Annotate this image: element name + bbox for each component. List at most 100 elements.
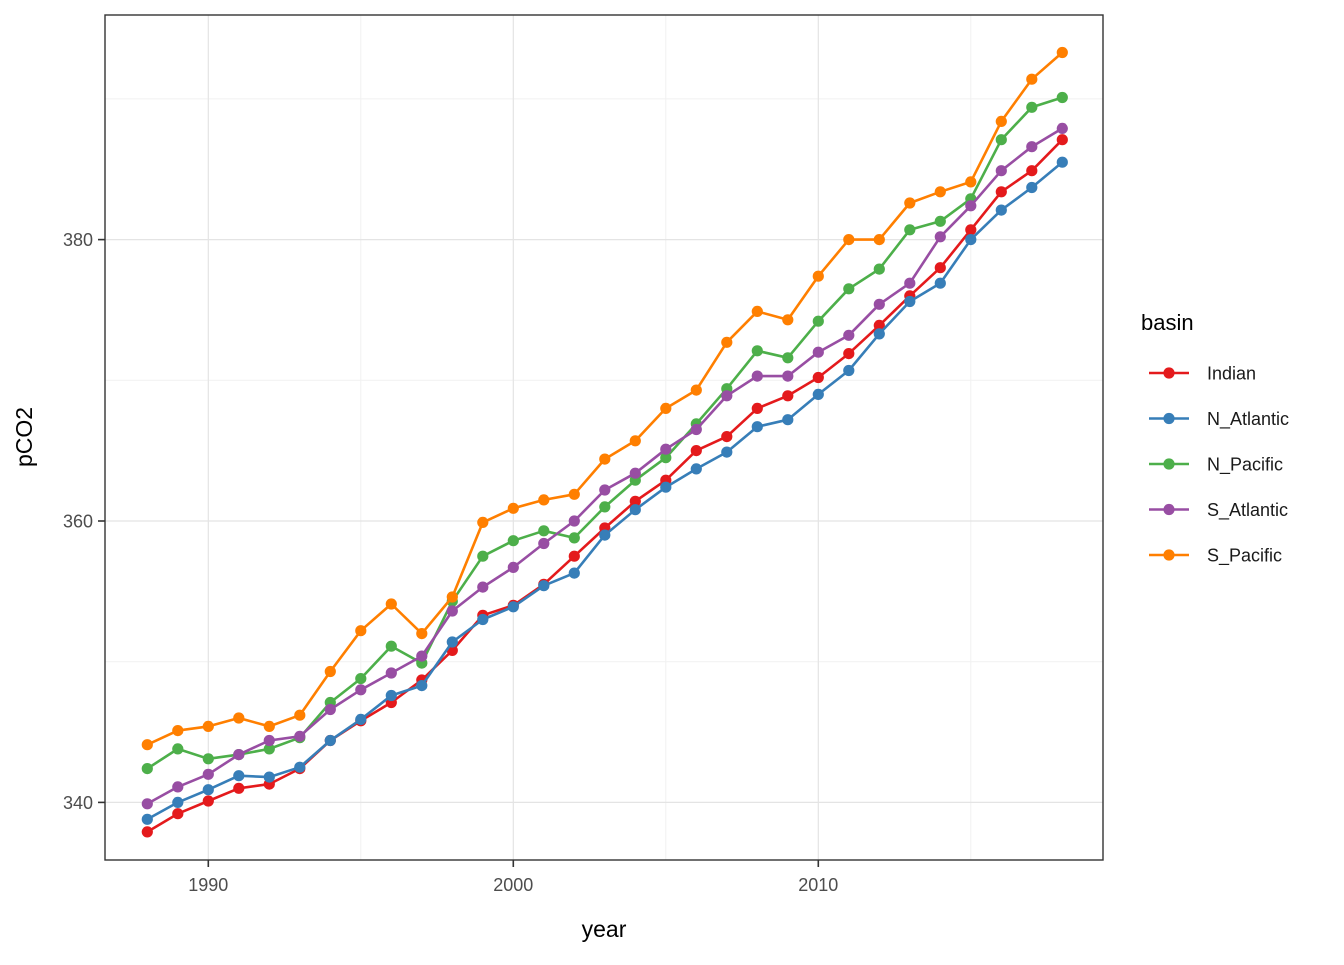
legend-entries: Indian N_Atlantic N_Pacific S_Atlantic S_Pac…	[1149, 364, 1289, 567]
data-point-N_Pacific-2008	[751, 345, 763, 357]
data-point-N_Atlantic-2006	[690, 463, 702, 475]
data-point-N_Atlantic-2005	[660, 481, 672, 493]
data-point-Indian-2012	[873, 319, 885, 331]
data-point-Indian-2008	[751, 402, 763, 414]
legend-key-point-Indian	[1163, 367, 1175, 379]
data-point-S_Pacific-1988	[141, 739, 153, 751]
data-point-S_Pacific-1990	[202, 720, 214, 733]
x-tick-label: 2010	[798, 875, 838, 895]
data-point-N_Pacific-2017	[1026, 101, 1038, 113]
legend-entry-S_Atlantic: S_Atlantic	[1149, 500, 1288, 521]
data-point-N_Atlantic-2003	[599, 529, 611, 541]
data-point-Indian-2016	[995, 186, 1007, 198]
data-point-S_Pacific-2001	[538, 494, 550, 506]
data-point-N_Pacific-2013	[904, 224, 916, 236]
data-point-N_Pacific-2012	[873, 263, 885, 275]
data-point-N_Atlantic-2009	[782, 414, 794, 426]
data-point-Indian-2010	[812, 371, 824, 384]
legend-entry-N_Pacific: N_Pacific	[1149, 455, 1283, 476]
data-point-S_Pacific-1995	[355, 625, 367, 637]
data-point-N_Pacific-1988	[141, 763, 153, 775]
data-point-S_Atlantic-1989	[172, 781, 184, 793]
data-point-S_Atlantic-1995	[355, 684, 367, 696]
legend-key-point-N_Pacific	[1163, 458, 1175, 470]
data-point-S_Atlantic-2001	[538, 537, 550, 550]
data-point-N_Pacific-1992	[263, 743, 275, 755]
data-point-S_Atlantic-2015	[965, 200, 977, 212]
data-point-N_Atlantic-1989	[172, 796, 184, 809]
data-point-S_Atlantic-2013	[904, 277, 916, 289]
plot-panel	[105, 15, 1103, 860]
data-point-S_Pacific-2008	[751, 305, 763, 317]
data-point-S_Pacific-2005	[660, 402, 672, 414]
data-point-S_Pacific-2015	[965, 176, 977, 188]
legend-label-N_Pacific: N_Pacific	[1207, 455, 1283, 476]
data-point-Indian-2018	[1056, 134, 1068, 146]
data-point-S_Pacific-2000	[507, 502, 519, 514]
data-point-S_Pacific-1997	[416, 628, 428, 640]
data-point-N_Atlantic-1996	[385, 689, 397, 702]
data-point-S_Pacific-2017	[1026, 73, 1038, 85]
data-point-S_Pacific-1991	[233, 712, 245, 724]
legend-entry-Indian: Indian	[1149, 364, 1256, 384]
data-point-S_Pacific-2013	[904, 197, 916, 209]
data-point-N_Atlantic-2014	[934, 277, 946, 289]
data-point-S_Atlantic-2014	[934, 231, 946, 243]
data-point-N_Atlantic-1998	[446, 636, 458, 648]
legend-label-S_Atlantic: S_Atlantic	[1207, 500, 1288, 521]
x-axis-title: year	[582, 916, 627, 942]
data-point-S_Pacific-1999	[477, 516, 489, 529]
data-point-Indian-1989	[172, 808, 184, 820]
data-point-Indian-2004	[629, 495, 641, 507]
x-tick-label: 1990	[188, 875, 228, 895]
data-point-N_Pacific-2018	[1056, 91, 1068, 104]
data-point-N_Pacific-2010	[812, 315, 824, 327]
data-point-N_Pacific-2016	[995, 134, 1007, 146]
data-point-N_Atlantic-2015	[965, 234, 977, 246]
legend: basin Indian N_Atlantic N_Pacific S_Atlanti…	[1141, 310, 1289, 567]
data-point-N_Atlantic-2008	[751, 421, 763, 433]
data-point-S_Pacific-2012	[873, 234, 885, 246]
data-point-S_Atlantic-2006	[690, 423, 702, 436]
legend-entry-N_Atlantic: N_Atlantic	[1149, 409, 1289, 430]
data-point-S_Pacific-2006	[690, 384, 702, 396]
data-point-N_Pacific-1990	[202, 753, 214, 765]
data-point-N_Atlantic-2017	[1026, 181, 1038, 194]
data-point-S_Atlantic-2010	[812, 346, 824, 358]
panel-border	[104, 14, 1104, 861]
data-point-N_Atlantic-2000	[507, 601, 519, 613]
panel-background	[105, 15, 1103, 860]
data-point-N_Pacific-2002	[568, 532, 580, 544]
data-point-N_Pacific-2009	[782, 352, 794, 364]
data-point-S_Atlantic-1991	[233, 749, 245, 761]
data-point-S_Atlantic-2011	[843, 329, 855, 341]
data-point-S_Pacific-2010	[812, 270, 824, 282]
data-point-S_Atlantic-1999	[477, 581, 489, 593]
data-point-N_Atlantic-1990	[202, 784, 214, 796]
data-point-S_Atlantic-2017	[1026, 141, 1038, 153]
data-point-N_Pacific-2005	[660, 452, 672, 464]
data-point-N_Atlantic-2004	[629, 504, 641, 516]
data-point-N_Pacific-2011	[843, 283, 855, 295]
legend-key-point-N_Atlantic	[1163, 412, 1175, 425]
data-point-S_Atlantic-1990	[202, 768, 214, 780]
data-point-Indian-1991	[233, 782, 245, 794]
legend-label-Indian: Indian	[1207, 364, 1256, 384]
data-point-N_Pacific-2001	[538, 525, 550, 537]
data-point-N_Pacific-1995	[355, 673, 367, 685]
data-point-N_Atlantic-1993	[294, 761, 306, 773]
data-point-Indian-1990	[202, 795, 214, 807]
data-point-N_Atlantic-1999	[477, 613, 489, 626]
data-point-S_Pacific-1989	[172, 725, 184, 737]
data-point-N_Atlantic-2011	[843, 364, 855, 377]
y-axis-title: pCO2	[11, 407, 37, 467]
x-tick-label: 2000	[493, 875, 533, 895]
data-point-S_Pacific-1992	[263, 720, 275, 733]
data-point-N_Atlantic-1992	[263, 771, 275, 783]
data-point-N_Atlantic-2016	[995, 204, 1007, 216]
legend-key-point-S_Atlantic	[1163, 503, 1175, 516]
data-point-N_Atlantic-1997	[416, 680, 428, 692]
data-point-S_Atlantic-2016	[995, 165, 1007, 177]
data-point-N_Pacific-2014	[934, 215, 946, 227]
